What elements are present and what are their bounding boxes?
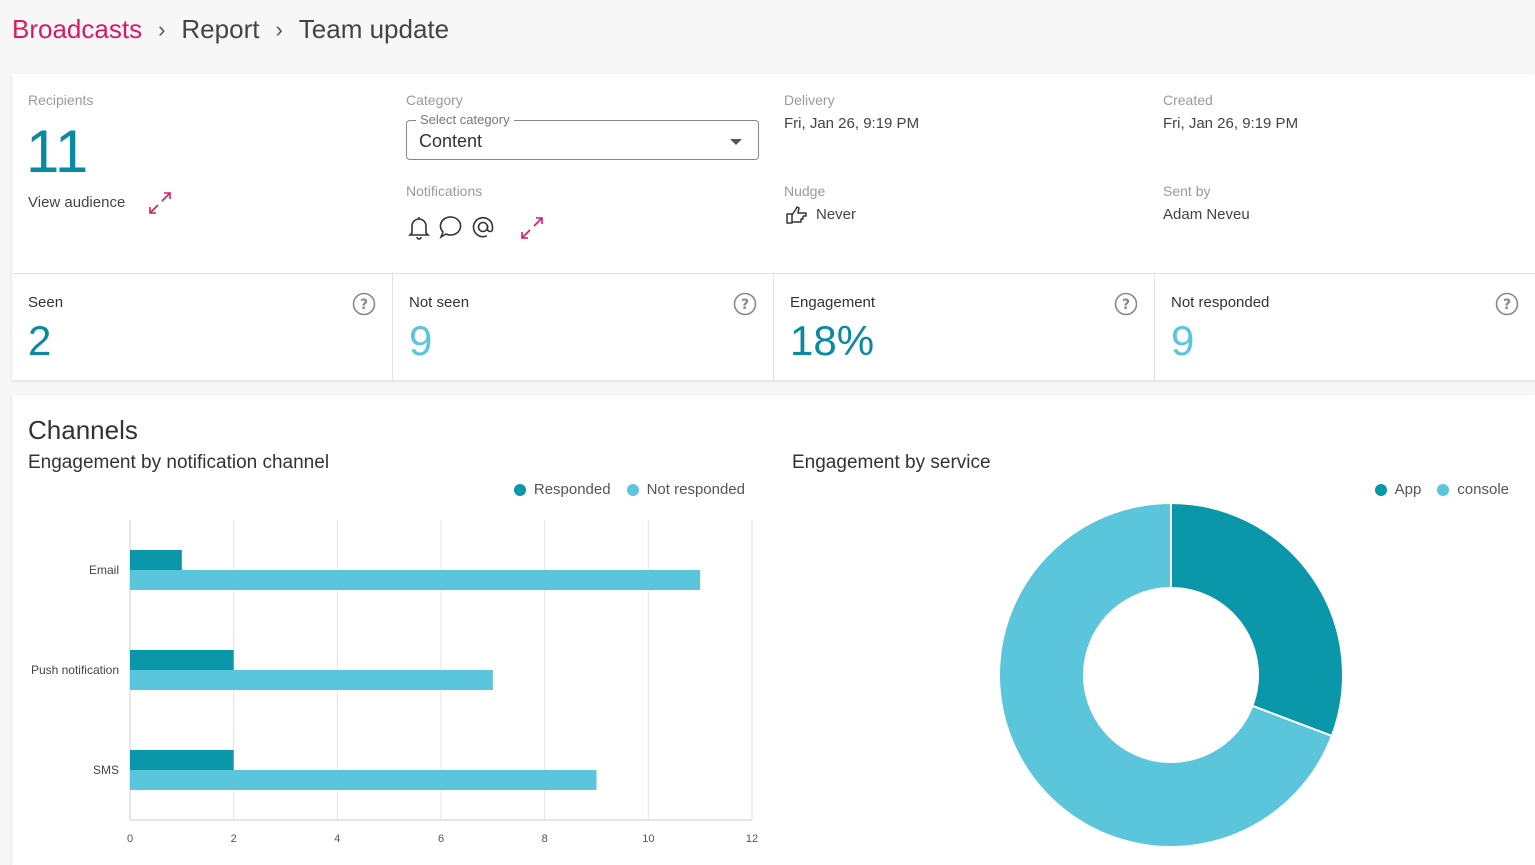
bar-sms-not-responded[interactable]	[130, 770, 597, 790]
y-tick-label: Email	[89, 563, 119, 577]
stats-row: Seen ? 2 Not seen ? 9 Engagement ? 18% N…	[12, 273, 1535, 381]
bar-email-responded[interactable]	[130, 550, 182, 570]
breadcrumb-current: Team update	[298, 14, 450, 44]
stat-label: Not responded	[1171, 294, 1270, 311]
bar-chart-legend: Responded Not responded	[513, 481, 745, 498]
channels-title: Channels	[28, 415, 138, 445]
help-icon[interactable]: ?	[733, 292, 757, 316]
notifications-label: Notifications	[406, 183, 483, 199]
stat-label: Seen	[28, 294, 64, 311]
recipients-count: 11	[26, 118, 89, 185]
breadcrumb-report-link[interactable]: Report	[181, 14, 260, 44]
svg-text:?: ?	[1503, 297, 1511, 313]
legend-dot	[626, 483, 639, 496]
slice-app[interactable]	[1170, 501, 1344, 738]
stat-not-responded: Not responded ? 9	[1155, 274, 1535, 381]
created-value: Fri, Jan 26, 9:19 PM	[1163, 115, 1299, 132]
channels-card: Channels Engagement by notification chan…	[12, 395, 1535, 865]
chevron-right-icon: ›	[275, 16, 283, 42]
breadcrumb: Broadcasts › Report › Team update	[12, 14, 449, 45]
legend-item-app[interactable]: App	[1374, 481, 1422, 498]
legend-item-console[interactable]: console	[1437, 481, 1509, 498]
bar-chart-title: Engagement by notification channel	[28, 452, 330, 473]
thumb-pointer-icon	[784, 205, 808, 225]
recipients-label: Recipients	[28, 92, 94, 108]
stat-seen: Seen ? 2	[12, 274, 393, 381]
nudge-label: Nudge	[784, 183, 826, 199]
category-select[interactable]: Select category Content	[406, 112, 759, 160]
help-icon[interactable]: ?	[1114, 292, 1138, 316]
svg-text:?: ?	[360, 297, 368, 313]
stat-label: Not seen	[409, 294, 470, 311]
pie-chart-legend: App console	[1374, 481, 1509, 498]
at-icon[interactable]	[470, 214, 496, 240]
svg-text:?: ?	[741, 297, 749, 313]
legend-item-responded[interactable]: Responded	[513, 481, 611, 498]
broadcast-summary-card: Recipients 11 View audience Category Sel…	[12, 74, 1535, 381]
sent-by-value: Adam Neveu	[1163, 206, 1250, 223]
stat-value: 9	[1171, 317, 1195, 364]
stat-not-seen: Not seen ? 9	[393, 274, 774, 381]
bell-icon[interactable]	[406, 214, 432, 240]
delivery-label: Delivery	[784, 92, 835, 108]
sent-by-label: Sent by	[1163, 183, 1211, 199]
x-tick-label: 6	[438, 833, 444, 845]
expand-audience-icon[interactable]	[146, 189, 174, 217]
slice-console[interactable]	[998, 501, 1334, 848]
x-tick-label: 10	[642, 833, 654, 845]
category-select-legend: Select category	[416, 112, 514, 127]
delivery-value: Fri, Jan 26, 9:19 PM	[784, 115, 920, 132]
breadcrumb-broadcasts-link[interactable]: Broadcasts	[12, 14, 143, 44]
chevron-right-icon: ›	[158, 16, 166, 42]
legend-dot	[1374, 483, 1387, 496]
legend-item-not-responded[interactable]: Not responded	[626, 481, 745, 498]
engagement-by-channel-chart: 0 2 4 6 8 10 12 Email Push notification SMS	[31, 520, 758, 845]
svg-text:?: ?	[1122, 297, 1130, 313]
x-tick-label: 4	[334, 833, 340, 845]
view-audience-link[interactable]: View audience	[28, 194, 126, 211]
x-tick-label: 12	[746, 833, 758, 845]
help-icon[interactable]: ?	[352, 292, 376, 316]
caret-down-icon	[730, 139, 742, 145]
category-label: Category	[406, 92, 463, 108]
legend-label: App	[1394, 481, 1422, 498]
legend-label: Not responded	[646, 481, 745, 498]
legend-dot	[1437, 483, 1450, 496]
bar-push-notification-responded[interactable]	[130, 650, 234, 670]
y-tick-label: Push notification	[31, 663, 119, 677]
engagement-by-service-chart	[998, 501, 1344, 848]
y-tick-label: SMS	[93, 763, 119, 777]
stat-value: 18%	[790, 317, 875, 364]
legend-label: console	[1457, 481, 1509, 498]
bar-sms-responded[interactable]	[130, 750, 234, 770]
x-tick-label: 8	[542, 833, 548, 845]
stat-label: Engagement	[790, 294, 876, 311]
legend-label: Responded	[533, 481, 611, 498]
category-select-value: Content	[419, 131, 483, 151]
notification-channels	[406, 214, 544, 240]
x-tick-label: 0	[127, 833, 133, 845]
bar-email-not-responded[interactable]	[130, 570, 701, 590]
help-icon[interactable]: ?	[1495, 292, 1519, 316]
nudge-value: Never	[816, 206, 857, 223]
stat-value: 2	[28, 317, 52, 364]
stat-engagement: Engagement ? 18%	[774, 274, 1155, 381]
chat-icon[interactable]	[438, 214, 464, 240]
stat-value: 9	[409, 317, 433, 364]
created-label: Created	[1163, 92, 1213, 108]
pie-chart-title: Engagement by service	[792, 452, 991, 473]
x-tick-label: 2	[231, 833, 237, 845]
bar-push-notification-not-responded[interactable]	[130, 670, 493, 690]
legend-dot	[513, 483, 526, 496]
expand-notifications-icon[interactable]	[518, 214, 544, 240]
